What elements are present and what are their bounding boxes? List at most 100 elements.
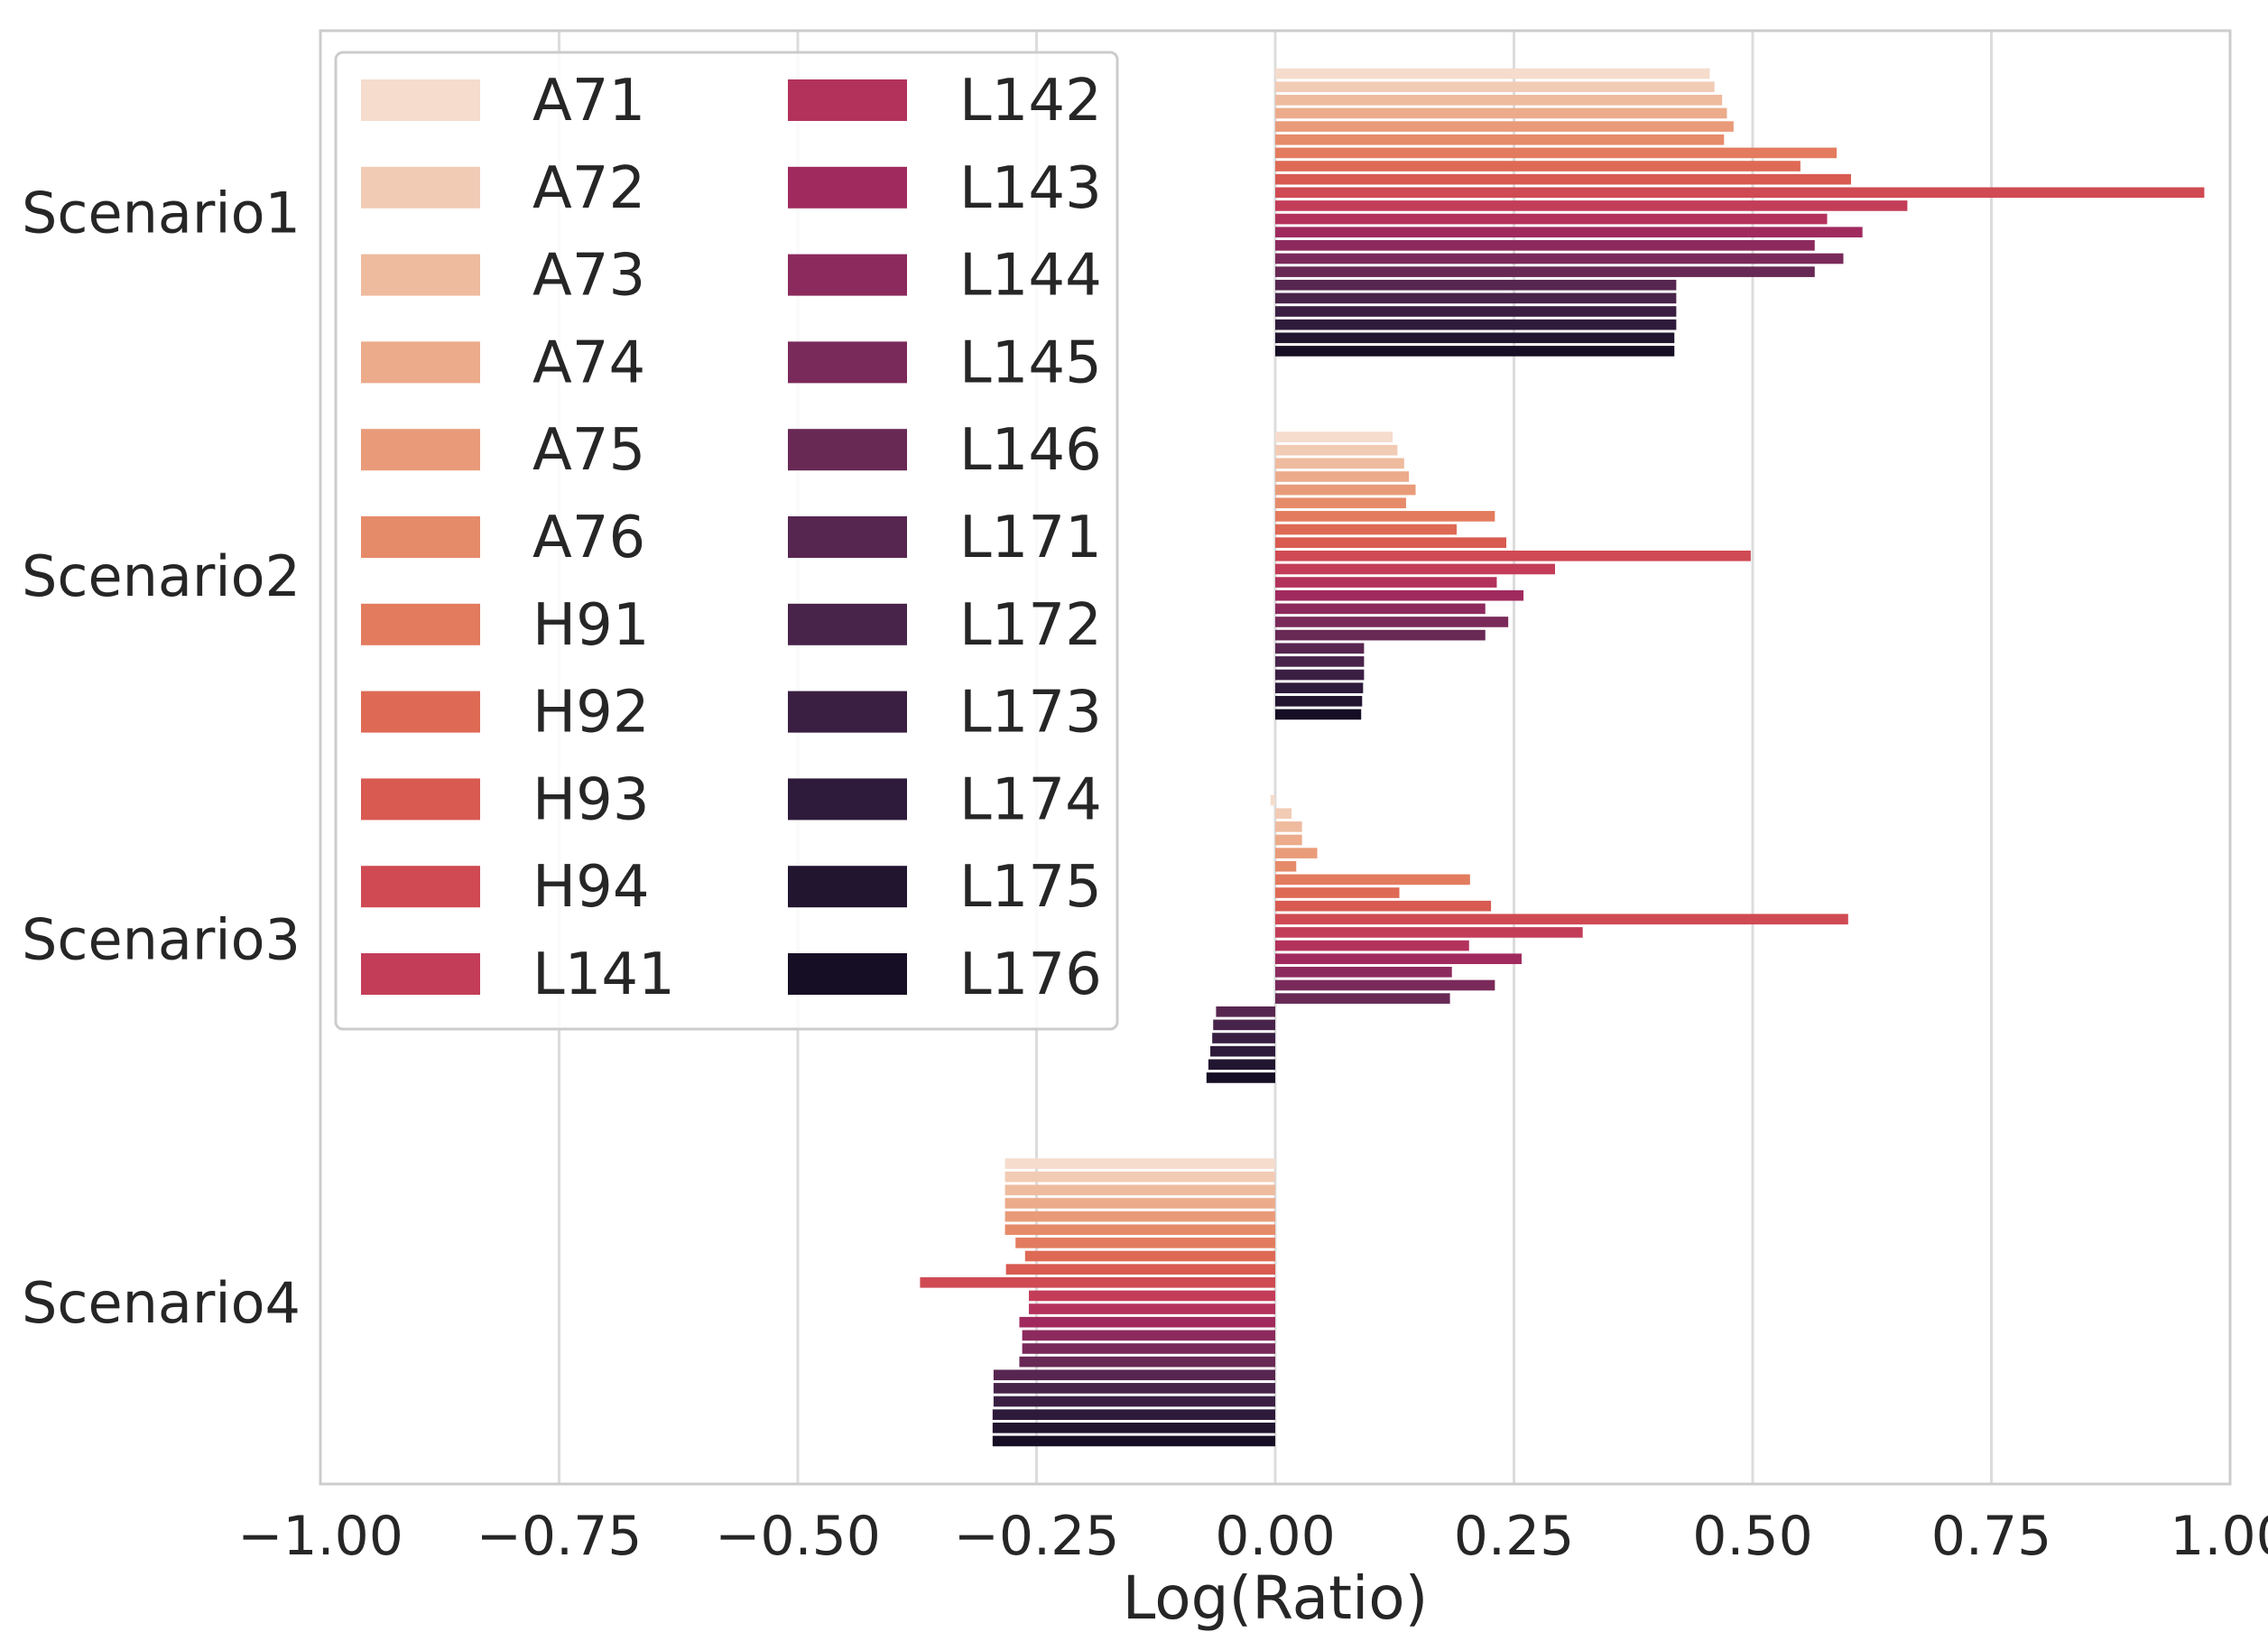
bar-l176-scenario3 <box>1206 1072 1275 1083</box>
x-tick-label: 0.25 <box>1454 1505 1575 1568</box>
legend-label: L144 <box>959 243 1102 310</box>
bar-l171-scenario1 <box>1275 279 1677 291</box>
bar-l145-scenario2 <box>1275 617 1509 627</box>
bar-a71-scenario1 <box>1275 68 1710 79</box>
bar-l141-scenario4 <box>1029 1290 1275 1302</box>
bar-a71-scenario2 <box>1275 431 1393 442</box>
bar-l171-scenario2 <box>1275 643 1365 654</box>
bar-a75-scenario4 <box>1004 1210 1275 1222</box>
plot-area-frame <box>319 29 2232 1486</box>
bar-h93-scenario3 <box>1275 900 1492 912</box>
bar-l176-scenario4 <box>992 1435 1275 1447</box>
bar-a73-scenario3 <box>1275 821 1302 832</box>
bar-l175-scenario4 <box>992 1422 1275 1433</box>
legend-swatch-a76 <box>361 516 480 558</box>
bar-h94-scenario3 <box>1275 914 1848 925</box>
legend-swatch-a74 <box>361 341 480 384</box>
x-tick-label: 0.75 <box>1931 1505 2052 1568</box>
bar-l176-scenario2 <box>1275 709 1362 720</box>
bar-l173-scenario1 <box>1275 306 1677 317</box>
legend-label: L174 <box>959 766 1102 833</box>
bar-l144-scenario1 <box>1275 240 1815 251</box>
legend-swatch-l144 <box>788 254 907 296</box>
legend-frame <box>334 51 1119 1031</box>
bar-h94-scenario1 <box>1275 187 2205 199</box>
bar-l144-scenario4 <box>1022 1330 1275 1341</box>
legend-swatch-a72 <box>361 166 480 209</box>
bar-h94-scenario4 <box>920 1276 1275 1288</box>
bar-h91-scenario2 <box>1275 511 1495 522</box>
bar-h92-scenario2 <box>1275 524 1458 535</box>
y-axis-category-labels: Scenario1 Scenario2 Scenario3 Scenario4 <box>22 180 301 1336</box>
legend-swatch-l175 <box>788 866 907 908</box>
bar-l145-scenario4 <box>1022 1343 1275 1354</box>
bar-l142-scenario1 <box>1275 213 1828 225</box>
bar-l172-scenario4 <box>993 1383 1275 1394</box>
x-tick-label: −1.00 <box>237 1505 403 1568</box>
bar-h91-scenario3 <box>1275 874 1470 886</box>
legend-label: A72 <box>532 155 645 222</box>
bar-l173-scenario2 <box>1275 669 1365 681</box>
bar-l141-scenario2 <box>1275 563 1555 575</box>
bar-l171-scenario4 <box>993 1369 1275 1381</box>
legend-swatch-l174 <box>788 778 907 821</box>
legend-label: H92 <box>532 680 650 747</box>
bar-l172-scenario2 <box>1275 656 1365 667</box>
bar-l146-scenario2 <box>1275 629 1486 641</box>
bar-l143-scenario1 <box>1275 227 1863 238</box>
bar-l173-scenario4 <box>993 1396 1275 1407</box>
bar-l143-scenario3 <box>1275 953 1522 965</box>
bar-a74-scenario3 <box>1275 834 1302 846</box>
bar-h93-scenario2 <box>1275 537 1507 548</box>
legend-swatch-l171 <box>788 516 907 558</box>
legend-label: L146 <box>959 417 1102 484</box>
bar-l172-scenario3 <box>1213 1019 1275 1031</box>
y-category-label: Scenario3 <box>22 906 301 972</box>
bar-a73-scenario4 <box>1004 1184 1275 1196</box>
bar-a73-scenario1 <box>1275 95 1723 106</box>
y-category-label: Scenario1 <box>22 180 301 246</box>
bar-h93-scenario4 <box>1005 1264 1275 1275</box>
bar-a75-scenario1 <box>1275 121 1734 132</box>
bar-a75-scenario3 <box>1275 848 1318 858</box>
x-tick-label: −0.75 <box>477 1505 643 1568</box>
legend-swatch-a71 <box>361 79 480 121</box>
bar-a74-scenario4 <box>1004 1198 1275 1209</box>
legend-swatch-l146 <box>788 429 907 471</box>
legend-label: A75 <box>532 417 645 484</box>
legend-label: A73 <box>532 243 645 310</box>
bar-l145-scenario1 <box>1275 253 1844 264</box>
bar-l146-scenario4 <box>1019 1356 1275 1368</box>
bar-l141-scenario3 <box>1275 927 1583 938</box>
bar-a72-scenario4 <box>1004 1171 1275 1183</box>
legend-swatch-h93 <box>361 778 480 821</box>
x-axis-ticks: −1.00 −0.75 −0.50 −0.25 0.00 0.25 0.50 0.75 1.00 <box>237 1505 2268 1568</box>
bar-a74-scenario2 <box>1275 471 1410 482</box>
x-tick-label: 0.50 <box>1692 1505 1813 1568</box>
bar-h92-scenario1 <box>1275 161 1801 172</box>
bar-a74-scenario1 <box>1275 107 1727 119</box>
bar-a72-scenario1 <box>1275 81 1715 93</box>
bar-a73-scenario2 <box>1275 458 1404 469</box>
y-category-label: Scenario2 <box>22 543 301 609</box>
x-axis-label: Log(Ratio) <box>1123 1563 1429 1633</box>
legend-label: L171 <box>959 505 1102 571</box>
legend-label: L142 <box>959 68 1102 134</box>
bar-h94-scenario2 <box>1275 550 1751 561</box>
legend: A71 A72 A73 A74 A75 A76 H91 H92 H93 H94 L141 L142 L1… <box>334 51 1119 1031</box>
legend-label: H93 <box>532 766 650 833</box>
bar-h91-scenario4 <box>1015 1238 1275 1248</box>
bar-l144-scenario2 <box>1275 603 1486 615</box>
bar-l175-scenario2 <box>1275 695 1363 707</box>
bar-h93-scenario1 <box>1275 173 1851 185</box>
bar-l146-scenario3 <box>1275 993 1450 1004</box>
bar-l143-scenario2 <box>1275 589 1524 601</box>
bars <box>920 68 2205 1447</box>
x-tick-label: 1.00 <box>2170 1505 2268 1568</box>
legend-label: A74 <box>532 329 645 396</box>
legend-label: A71 <box>532 68 645 134</box>
legend-swatch-h91 <box>361 603 480 645</box>
bar-l176-scenario1 <box>1275 346 1675 357</box>
bar-a71-scenario3 <box>1270 794 1275 806</box>
legend-swatch-l176 <box>788 953 907 995</box>
